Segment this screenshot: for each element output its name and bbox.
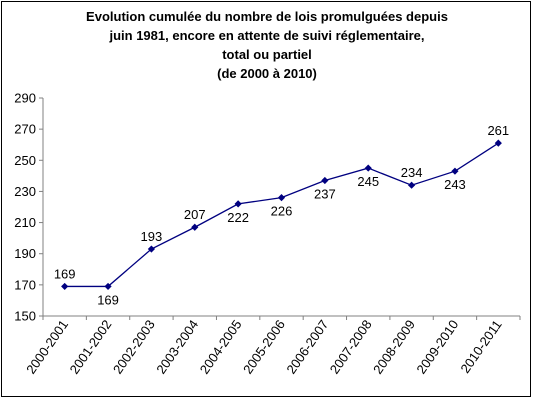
data-label: 193 (141, 229, 163, 244)
data-point (364, 164, 372, 172)
data-point (147, 245, 156, 253)
data-label: 237 (314, 187, 336, 202)
x-tick-label: 2006-2007 (283, 317, 331, 377)
x-tick-label: 2008-2009 (370, 317, 418, 377)
y-axis-ticks: 150 170 190 210 230 250 270 290 (14, 91, 43, 324)
chart-title: Evolution cumulée du nombre de lois prom… (0, 7, 534, 83)
x-tick-label: 2010-2011 (457, 317, 504, 376)
y-tick-label: 150 (14, 309, 36, 324)
data-label: 261 (487, 123, 509, 138)
y-tick-label: 230 (14, 184, 36, 199)
chart-title-line-2: juin 1981, encore en attente de suivi ré… (109, 28, 425, 43)
x-tick-label: 2000-2001 (23, 317, 71, 377)
data-point (61, 282, 69, 291)
y-tick-label: 170 (14, 277, 36, 292)
data-point (321, 176, 329, 185)
x-tick-label: 2002-2003 (110, 317, 158, 377)
x-tick-label: 2001-2002 (67, 317, 115, 377)
y-tick-label: 250 (14, 153, 36, 168)
chart-title-line-1: Evolution cumulée du nombre de lois prom… (86, 9, 448, 24)
data-label: 222 (227, 210, 249, 225)
data-point (407, 181, 416, 189)
axes (42, 98, 520, 317)
y-tick-label: 270 (14, 122, 36, 137)
data-point (104, 282, 112, 291)
data-label: 226 (271, 204, 293, 219)
data-label: 207 (184, 207, 206, 222)
x-axis-ticks: 2000-20012001-20022002-20032003-20042004… (23, 316, 521, 377)
data-point (494, 139, 502, 147)
data-label: 169 (97, 292, 119, 307)
data-label: 234 (401, 165, 423, 180)
data-label: 245 (357, 174, 379, 189)
x-tick-label: 2005-2006 (240, 317, 288, 377)
y-tick-label: 290 (14, 91, 36, 106)
x-tick-label: 2004-2005 (197, 317, 245, 377)
chart-title-line-4: (de 2000 à 2010) (217, 66, 317, 81)
x-tick-label: 2007-2008 (327, 317, 375, 377)
y-tick-label: 190 (14, 246, 36, 261)
chart-title-line-3: total ou partiel (222, 47, 312, 62)
x-tick-label: 2009-2010 (413, 317, 461, 377)
data-point (451, 167, 459, 175)
y-tick-label: 210 (14, 215, 36, 230)
data-labels: 169 169 193 207 222 226 237 245 234 243 261 (54, 123, 509, 307)
data-point (234, 200, 242, 208)
data-point (277, 194, 286, 202)
series (61, 139, 502, 291)
data-label: 243 (444, 177, 466, 192)
data-label: 169 (54, 266, 76, 281)
x-tick-label: 2003-2004 (153, 317, 201, 377)
data-point (191, 223, 199, 231)
